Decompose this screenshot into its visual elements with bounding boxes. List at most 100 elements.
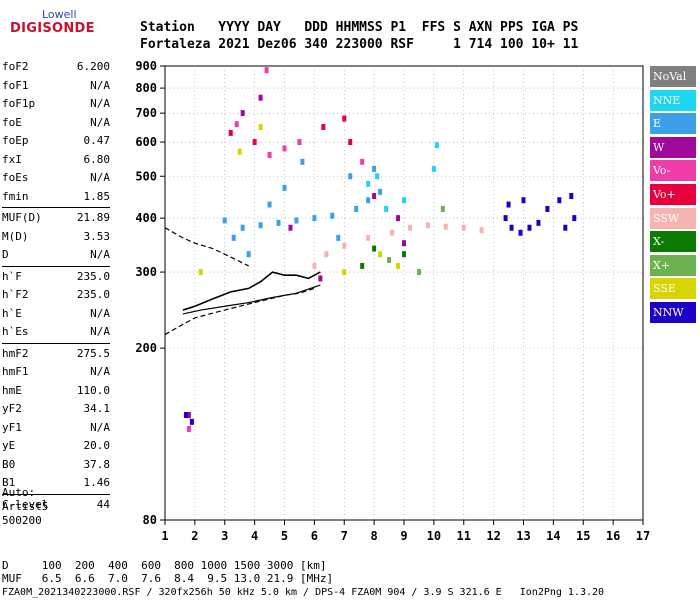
echo-point-e [294, 217, 299, 224]
echo-point-e [231, 234, 236, 241]
footer-file-info: FZA0M_2021340223000.RSF / 320fx256h 50 k… [2, 587, 605, 598]
param-name: h`F [2, 269, 22, 283]
param-row: foF2 6.200 [2, 58, 110, 77]
y-tick-label: 700 [135, 106, 157, 120]
param-name: foE [2, 115, 22, 129]
param-row: foF1 N/A [2, 77, 110, 96]
x-tick-label: 17 [636, 529, 650, 543]
echo-point-vo [264, 67, 269, 74]
echo-point-e [330, 212, 335, 219]
echo-point-w [186, 412, 191, 419]
echo-point-e [354, 205, 359, 212]
echo-point-x [372, 245, 377, 252]
param-value: 44 [96, 497, 110, 511]
param-value: N/A [90, 78, 110, 92]
param-name: D [2, 248, 9, 261]
footer-muf-row: MUF 6.5 6.6 7.0 7.6 8.4 9.5 13.0 21.9 [M… [2, 572, 334, 585]
auto-version: 500200 [2, 514, 42, 527]
logo-lowell-text: Lowell [42, 8, 77, 21]
param-group-muf: MUF(D) 21.89 M(D) 3.53 D N/A [2, 209, 110, 265]
param-value: 34.1 [83, 402, 111, 415]
echo-point-e [222, 217, 227, 224]
x-tick-label: 12 [486, 529, 500, 543]
param-name: hmF2 [2, 346, 29, 360]
echo-point-nnw [518, 229, 523, 236]
param-row: yF1 N/A [2, 419, 110, 438]
param-value: 110.0 [76, 383, 110, 397]
echo-point-vo [228, 129, 233, 136]
param-value: 275.5 [76, 346, 110, 360]
x-tick-label: 10 [427, 529, 441, 543]
auto-label: Auto: [2, 486, 36, 499]
echo-point-sse [342, 269, 347, 276]
echo-point-e [276, 219, 281, 226]
param-name: yE [2, 439, 16, 452]
footer-distance-row: D 100 200 400 600 800 1000 1500 3000 [km… [2, 559, 327, 572]
echo-point-vo [186, 425, 191, 432]
echo-point-e [378, 188, 383, 195]
param-value: 21.89 [76, 211, 110, 224]
echo-point-vo [252, 139, 257, 146]
echo-point-w [372, 193, 377, 200]
legend-item: SSE [650, 278, 696, 300]
param-group-virtual-heights: h`F 235.0 h`F2 235.0 h`E N/A h`Es N/A [2, 268, 110, 342]
x-tick-label: 13 [516, 529, 530, 543]
param-name: C-level [2, 497, 49, 511]
echo-point-sse [237, 148, 242, 155]
x-tick-label: 7 [341, 529, 348, 543]
param-name: h`E [2, 306, 22, 320]
param-row: h`Es N/A [2, 323, 110, 342]
y-tick-label: 900 [135, 59, 157, 73]
echo-point-vo [348, 139, 353, 146]
y-tick-label: 300 [135, 265, 157, 279]
echo-point-x [402, 251, 406, 258]
param-value: 235.0 [76, 288, 110, 301]
param-name: yF1 [2, 420, 22, 434]
auto-program: Artist5 [2, 500, 49, 513]
echo-point-x [387, 256, 392, 263]
echo-point-e [258, 222, 263, 229]
param-row: h`F 235.0 [2, 268, 110, 287]
echo-point-nne [375, 173, 380, 180]
param-row: C-level 44 [2, 496, 110, 515]
x-tick-label: 6 [311, 529, 318, 543]
echo-point-nnw [545, 205, 550, 212]
x-tick-label: 14 [546, 529, 560, 543]
echo-point-nne [366, 180, 371, 187]
echo-point-ssw [407, 224, 412, 231]
x-tick-label: 4 [251, 529, 258, 543]
echo-point-x [440, 205, 445, 212]
param-row: hmE 110.0 [2, 382, 110, 401]
divider [2, 207, 110, 208]
param-name: fxI [2, 152, 22, 166]
y-tick-label: 80 [143, 513, 157, 527]
x-tick-label: 1 [161, 529, 168, 543]
param-name: foF1p [2, 97, 36, 110]
param-name: M(D) [2, 229, 29, 243]
echo-point-e [246, 251, 251, 258]
param-row: foEs N/A [2, 169, 110, 188]
lowell-digisonde-logo: Lowell DIGISONDE [6, 8, 95, 48]
param-name: hmE [2, 383, 22, 397]
echo-point-e [336, 234, 341, 241]
echo-point-sse [396, 262, 401, 269]
param-value: N/A [90, 248, 110, 261]
echo-point-ssw [425, 222, 430, 229]
param-row: h`E N/A [2, 305, 110, 324]
param-value: N/A [90, 306, 110, 320]
autoscaling-info: Auto: Artist5 500200 [2, 486, 48, 528]
echo-point-vo [360, 158, 365, 165]
param-value: N/A [90, 325, 110, 338]
param-name: foF2 [2, 60, 29, 73]
param-row: h`F2 235.0 [2, 286, 110, 305]
plot-frame [164, 65, 644, 521]
divider [2, 265, 110, 267]
y-tick-label: 500 [135, 169, 157, 183]
param-row: D N/A [2, 246, 110, 265]
legend-item: X+ [650, 254, 696, 276]
param-group-confidence: C-level 44 [2, 496, 110, 515]
param-value: 3.53 [83, 229, 111, 243]
echo-point-w [288, 224, 293, 231]
dashed-upper-trace [164, 227, 249, 267]
param-row: yF2 34.1 [2, 400, 110, 419]
